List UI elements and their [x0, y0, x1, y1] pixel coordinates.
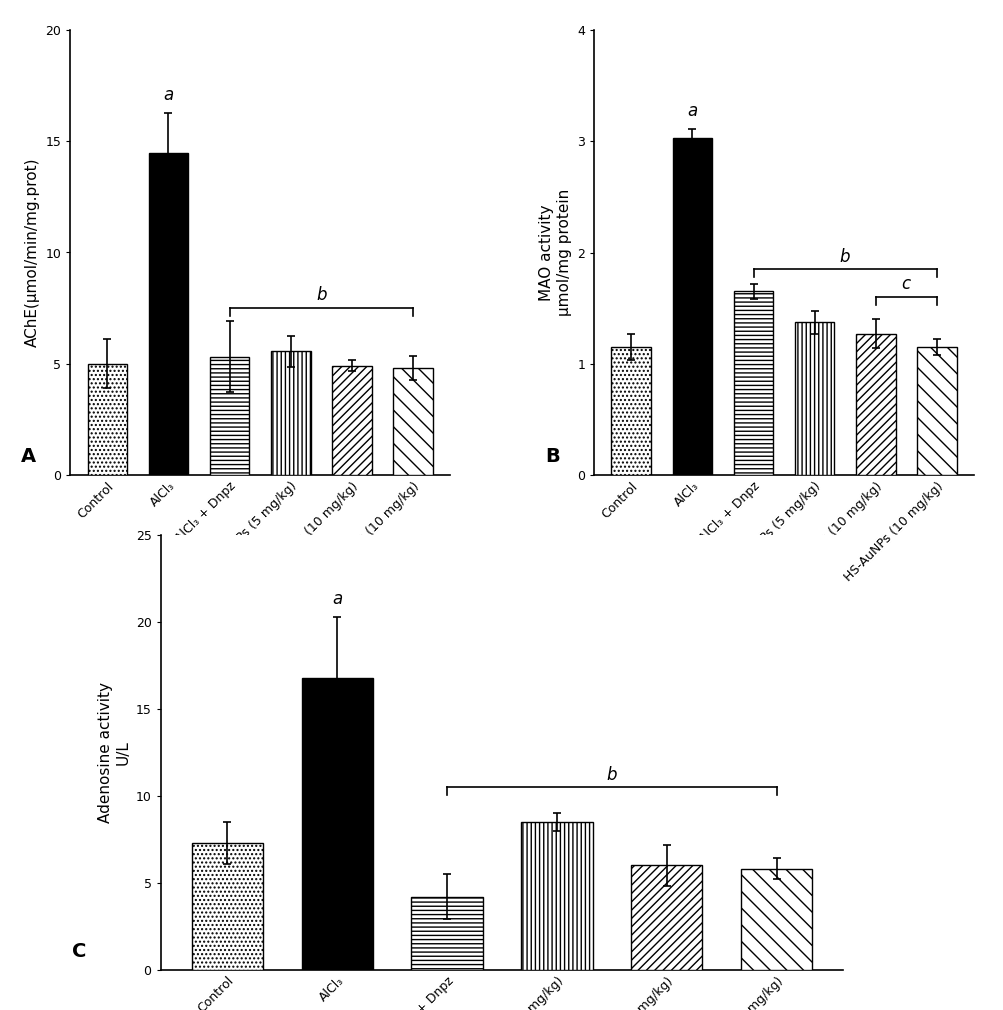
X-axis label: Groups: Groups: [752, 620, 813, 635]
Text: a: a: [687, 102, 697, 120]
Bar: [301, 678, 372, 970]
Bar: [411, 897, 482, 970]
Text: a: a: [332, 590, 342, 608]
Text: c: c: [901, 276, 910, 293]
Text: b: b: [840, 247, 850, 266]
Bar: [521, 822, 592, 970]
Bar: [631, 866, 702, 970]
Bar: [392, 368, 432, 475]
Bar: [271, 351, 310, 475]
Text: a: a: [163, 86, 174, 104]
Text: A: A: [21, 446, 36, 466]
Y-axis label: MAO activity
μmol/mg protein: MAO activity μmol/mg protein: [539, 189, 571, 316]
Bar: [916, 346, 956, 475]
Y-axis label: Adenosine activity
U/L: Adenosine activity U/L: [97, 682, 130, 823]
Bar: [672, 138, 711, 475]
Text: B: B: [545, 446, 559, 466]
Text: b: b: [316, 287, 326, 304]
Y-axis label: AChE(μmol/min/mg.prot): AChE(μmol/min/mg.prot): [25, 158, 40, 347]
Text: C: C: [72, 942, 86, 961]
Bar: [794, 322, 833, 475]
X-axis label: Groups: Groups: [230, 620, 291, 635]
Bar: [332, 366, 371, 475]
Bar: [192, 842, 263, 970]
Text: b: b: [606, 766, 617, 784]
Bar: [855, 333, 895, 475]
Bar: [148, 153, 189, 475]
Bar: [733, 291, 772, 475]
Bar: [210, 357, 249, 475]
Bar: [740, 869, 811, 970]
Bar: [87, 364, 127, 475]
Bar: [611, 346, 651, 475]
